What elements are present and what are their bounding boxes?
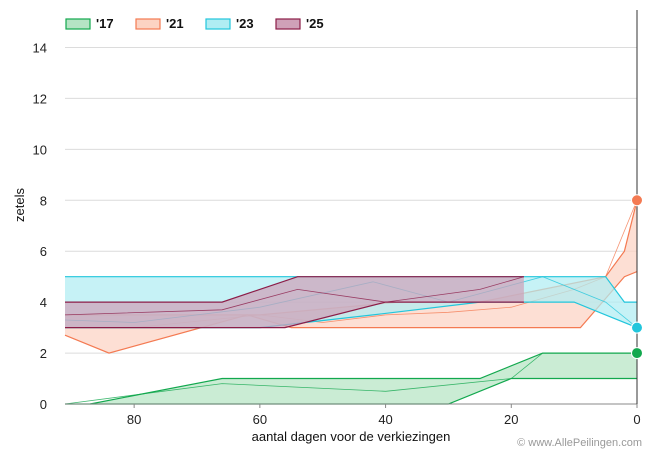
series-0 xyxy=(64,352,637,405)
series-upper-line xyxy=(65,276,524,303)
y-tick-label: 8 xyxy=(40,193,47,208)
legend-label[interactable]: '21 xyxy=(166,16,184,31)
x-tick-label: 0 xyxy=(633,412,640,427)
legend-swatch[interactable] xyxy=(135,18,161,30)
y-tick-label: 14 xyxy=(33,40,47,55)
series-3 xyxy=(64,276,525,329)
legend-swatch[interactable] xyxy=(205,18,231,30)
y-tick-label: 4 xyxy=(40,295,47,310)
final-value-dot xyxy=(631,321,643,334)
x-tick-label: 60 xyxy=(253,412,267,427)
grid-layer xyxy=(65,46,637,405)
legend-label[interactable]: '23 xyxy=(236,16,254,31)
series-band xyxy=(65,276,524,328)
axis-layer: 0 2 4 6 8 10 12 14 80 60 40 20 0 xyxy=(33,10,641,427)
y-axis-title: zetels xyxy=(12,188,27,222)
y-tick-label: 2 xyxy=(40,346,47,361)
series-center-line xyxy=(64,352,637,405)
y-tick-label: 0 xyxy=(40,397,47,412)
marker-layer xyxy=(631,194,643,360)
x-tick-label: 80 xyxy=(127,412,141,427)
credit-text: © www.AllePeilingen.com xyxy=(517,437,642,449)
legend-label[interactable]: '25 xyxy=(306,16,324,31)
x-tick-label: 20 xyxy=(504,412,518,427)
y-tick-label: 12 xyxy=(33,91,47,106)
legend-label[interactable]: '17 xyxy=(96,16,114,31)
y-tick-label: 6 xyxy=(40,244,47,259)
final-value-dot xyxy=(631,347,643,360)
legend-swatch[interactable] xyxy=(275,18,301,30)
series-lower-line xyxy=(64,271,638,354)
final-value-dot xyxy=(631,194,643,207)
x-axis-title: aantal dagen voor de verkiezingen xyxy=(252,429,451,444)
series-layer xyxy=(64,200,638,405)
series-center-line xyxy=(64,276,525,316)
legend: '17 '21 '23 '25 xyxy=(65,16,324,31)
x-tick-label: 40 xyxy=(378,412,392,427)
y-tick-label: 10 xyxy=(33,142,47,157)
legend-swatch[interactable] xyxy=(65,18,91,30)
